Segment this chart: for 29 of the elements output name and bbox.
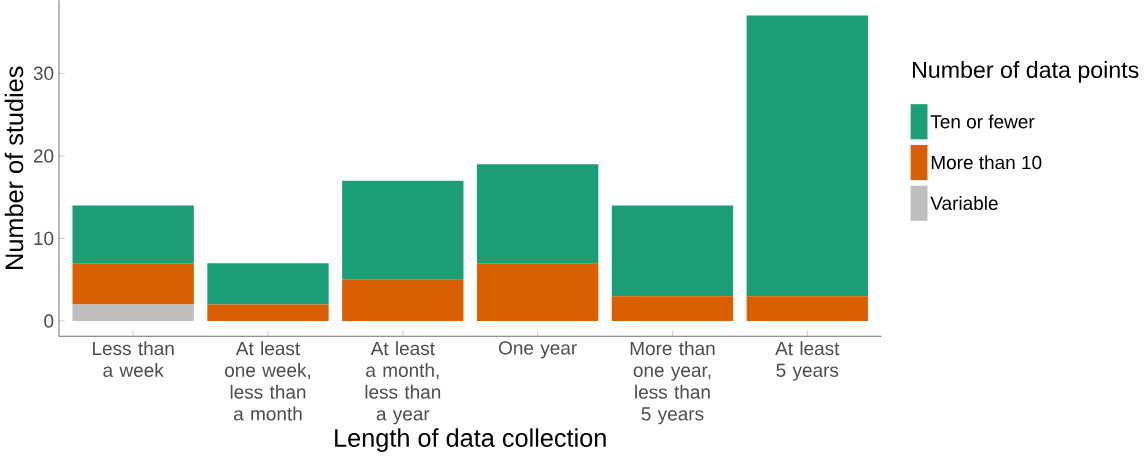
x-tick-label: Less than a week [93, 341, 174, 378]
x-tick-label: More than one year, less than 5 years [630, 341, 715, 425]
legend-label: Variable [930, 196, 998, 211]
legend-title: Number of data points [912, 61, 1139, 83]
bar [207, 304, 329, 322]
x-axis-title: Length of data collection [335, 428, 606, 453]
bar [207, 263, 329, 305]
y-tick-label: 0 [44, 314, 54, 328]
x-tick-label: At least a month, less than a year [365, 341, 441, 425]
y-tick-label: 10 [34, 231, 54, 246]
bar [72, 304, 194, 322]
x-tick-label: At least one week, less than a month [225, 341, 311, 421]
bar [72, 205, 194, 264]
bar [476, 164, 599, 264]
bar [342, 279, 464, 322]
x-tick-label: One year [498, 341, 577, 359]
bar [72, 263, 194, 305]
bar [611, 296, 734, 322]
bar [611, 205, 734, 297]
bar [746, 15, 868, 297]
bar [342, 180, 464, 280]
bar [476, 263, 599, 322]
legend-label: More than 10 [931, 155, 1042, 170]
y-tick-label: 20 [33, 149, 54, 163]
y-axis-title: Number of studies [4, 66, 24, 270]
bar [746, 296, 868, 322]
x-tick-label: At least 5 years [775, 341, 840, 381]
legend-label: Ten or fewer [930, 114, 1035, 129]
y-tick-label: 30 [33, 66, 54, 81]
